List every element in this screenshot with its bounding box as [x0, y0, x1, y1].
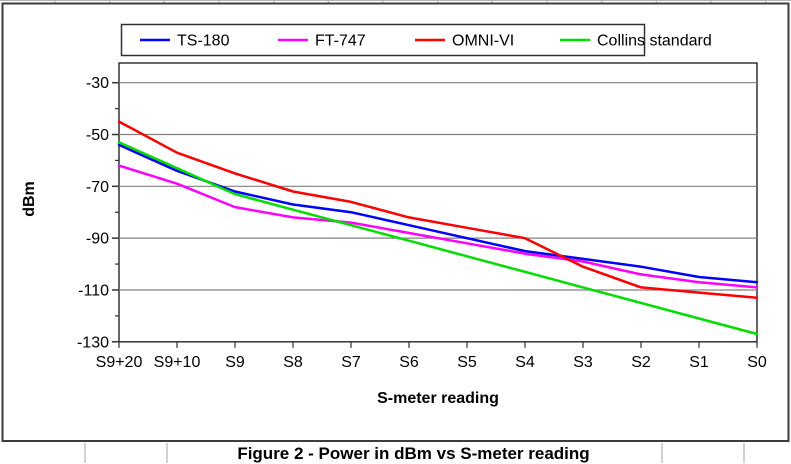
series-line-ts-180: [117, 143, 759, 284]
y-tick-label: -90: [86, 231, 109, 248]
y-tick-label: -130: [77, 334, 109, 351]
legend-label-ft-747: FT-747: [315, 33, 366, 50]
x-tick-label: S0: [747, 354, 767, 371]
y-axis-title: dBm: [21, 181, 38, 217]
x-tick-label: S6: [399, 354, 419, 371]
legend-label-omni-vi: OMNI-VI: [452, 33, 514, 50]
x-tick-label: S9+20: [96, 354, 143, 371]
x-tick-label: S5: [457, 354, 477, 371]
y-tick-label: -70: [86, 179, 109, 196]
x-tick-label: S1: [689, 354, 709, 371]
x-tick-label: S9+10: [154, 354, 201, 371]
y-tick-label: -30: [86, 75, 109, 92]
legend-box: [120, 23, 646, 57]
y-tick-label: -50: [86, 127, 109, 144]
x-tick-label: S3: [573, 354, 593, 371]
x-tick-label: S7: [341, 354, 361, 371]
x-tick-label: S8: [283, 354, 303, 371]
x-tick-label: S9: [225, 354, 245, 371]
y-tick-label: -110: [78, 282, 109, 299]
x-tick-label: S2: [631, 354, 651, 371]
legend-label-collins-standard: Collins standard: [597, 33, 712, 50]
series-line-omni-vi: [117, 120, 759, 300]
x-tick-label: S4: [515, 354, 535, 371]
figure-caption: Figure 2 - Power in dBm vs S-meter readi…: [237, 444, 590, 463]
series-line-collins-standard: [117, 141, 759, 336]
series-line-ft-747: [117, 164, 759, 289]
legend-label-ts-180: TS-180: [177, 33, 230, 50]
x-axis-title: S-meter reading: [377, 390, 499, 407]
plot-area: [118, 62, 758, 343]
